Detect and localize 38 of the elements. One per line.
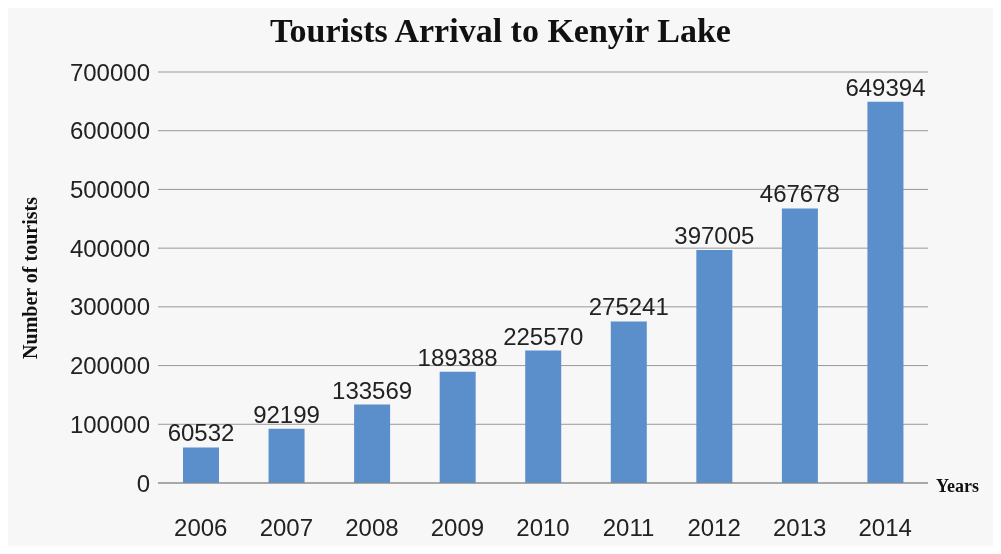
x-axis-title: Years [936, 476, 979, 497]
data-label: 225570 [503, 322, 584, 350]
x-tick-label: 2013 [772, 514, 827, 542]
data-label: 275241 [588, 293, 669, 321]
x-tick-label: 2009 [430, 514, 485, 542]
y-tick-label: 500000 [69, 175, 150, 203]
x-tick-label: 2007 [259, 514, 314, 542]
x-tick-label: 2006 [174, 514, 228, 542]
bar [525, 350, 562, 483]
data-label: 92199 [253, 400, 320, 428]
bar [439, 371, 476, 483]
y-tick-label: 300000 [69, 293, 150, 321]
bar [268, 428, 305, 483]
y-axis-title: Number of tourists [18, 197, 42, 359]
x-tick-label: 2012 [687, 514, 741, 542]
x-tick-label: 2008 [345, 514, 399, 542]
y-tick-label: 100000 [69, 410, 150, 438]
x-tick-label: 2014 [858, 514, 912, 542]
y-tick-label: 600000 [69, 117, 150, 145]
bar [183, 447, 219, 483]
y-tick-label: 700000 [69, 58, 150, 86]
bar [610, 321, 647, 483]
data-label: 397005 [674, 221, 755, 249]
y-tick-label: 0 [136, 469, 150, 497]
data-label: 133569 [332, 376, 413, 404]
data-label: 189388 [417, 343, 498, 371]
y-tick-label: 400000 [69, 234, 150, 262]
bar [354, 404, 391, 483]
data-label: 649394 [845, 73, 926, 101]
chart-title: Tourists Arrival to Kenyir Lake [269, 12, 732, 50]
y-tick-label: 200000 [69, 352, 150, 380]
x-tick-label: 2011 [602, 514, 655, 542]
x-tick-label: 2010 [516, 514, 570, 542]
data-label: 467678 [759, 180, 840, 208]
data-label: 60532 [167, 419, 235, 447]
bar [867, 101, 904, 483]
bar [696, 249, 733, 483]
bar [781, 208, 818, 483]
